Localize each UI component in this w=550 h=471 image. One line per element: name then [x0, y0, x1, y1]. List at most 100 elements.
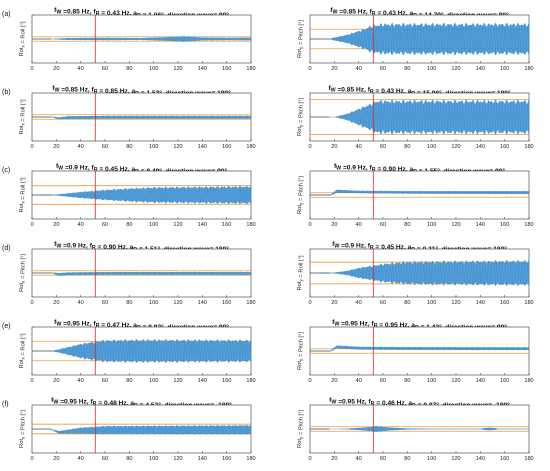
- plot-frame: [309, 326, 530, 376]
- x-tick-label: 60: [102, 456, 108, 462]
- x-tick-label: 180: [246, 144, 255, 150]
- x-tick-label: 140: [476, 66, 485, 72]
- x-tick-label: 20: [53, 66, 59, 72]
- x-tick-label: 140: [476, 144, 485, 150]
- x-tick-label: 140: [198, 144, 207, 150]
- panel-5: fW =0.9 Hz, fR = 0.45 Hz, aR = 8.49°, di…: [2, 163, 256, 228]
- y-axis-label: Rotx = Pitch [°]: [19, 410, 27, 448]
- y-axis-label: Roty = Pitch [°]: [297, 98, 305, 136]
- y-axis-label: Roty = Pitch [°]: [297, 20, 305, 58]
- y-axis-label: Rotx = Roll [°]: [19, 99, 27, 134]
- x-tick-label: 120: [451, 378, 460, 384]
- x-tick-label: 0: [30, 300, 33, 306]
- x-tick-label: 140: [198, 66, 207, 72]
- x-tick-label: 180: [524, 456, 533, 462]
- x-tick-label: 0: [308, 378, 311, 384]
- x-tick-label: 100: [427, 378, 436, 384]
- panel-11: fW =0.95 Hz, fR = 0.48 Hz, aR = 4.52°, d…: [2, 397, 256, 462]
- x-tick-label: 60: [380, 378, 386, 384]
- x-tick-label: 20: [53, 300, 59, 306]
- signal-series: [32, 36, 251, 42]
- panel-label: (d): [2, 245, 11, 252]
- x-tick-label: 80: [126, 144, 132, 150]
- y-axis-label: Roty = Pitch [°]: [297, 332, 305, 370]
- x-tick-label: 140: [476, 222, 485, 228]
- x-tick-label: 40: [356, 378, 362, 384]
- x-tick-label: 60: [380, 144, 386, 150]
- x-tick-label: 40: [356, 66, 362, 72]
- panel-label: (e): [2, 323, 11, 330]
- x-tick-label: 120: [173, 144, 182, 150]
- x-tick-label: 60: [380, 456, 386, 462]
- x-tick-label: 100: [149, 144, 158, 150]
- signal-series: [32, 339, 251, 363]
- x-tick-label: 120: [451, 456, 460, 462]
- x-tick-label: 0: [30, 456, 33, 462]
- x-tick-label: 120: [173, 300, 182, 306]
- x-tick-label: 140: [198, 378, 207, 384]
- x-tick-label: 20: [331, 300, 337, 306]
- x-tick-label: 100: [427, 144, 436, 150]
- x-tick-label: 20: [53, 378, 59, 384]
- panel-3: fW =0.85 Hz, fR = 0.85 Hz, aR = 1.53°, d…: [2, 85, 256, 150]
- y-axis-label: Roty = Pitch [°]: [297, 410, 305, 448]
- x-tick-label: 140: [198, 222, 207, 228]
- x-tick-label: 60: [380, 66, 386, 72]
- panel-label: (c): [2, 167, 10, 174]
- x-tick-label: 160: [222, 144, 231, 150]
- x-tick-label: 160: [500, 456, 509, 462]
- x-tick-label: 120: [173, 456, 182, 462]
- x-tick-label: 140: [198, 300, 207, 306]
- y-axis-label: Rotx = Roll [°]: [19, 333, 27, 368]
- x-tick-label: 60: [102, 378, 108, 384]
- x-tick-label: 40: [78, 66, 84, 72]
- y-axis-label: Roty = Roll [°]: [297, 255, 305, 290]
- x-tick-label: 120: [451, 66, 460, 72]
- x-tick-label: 180: [524, 300, 533, 306]
- x-tick-label: 60: [102, 144, 108, 150]
- x-tick-label: 0: [30, 66, 33, 72]
- signal-series: [310, 345, 529, 353]
- x-tick-label: 0: [308, 300, 311, 306]
- panel-2: fW =0.85 Hz, fR = 0.43 Hz, aR = 14.79°, …: [297, 7, 534, 72]
- panel-10: fW =0.95 Hz, fR = 0.95 Hz, aR = 1.43°, d…: [297, 319, 534, 384]
- x-tick-label: 80: [126, 378, 132, 384]
- x-tick-label: 160: [222, 378, 231, 384]
- panel-12: fW =0.95 Hz, fR = 0.46 Hz, aR = 0.87°, d…: [297, 397, 534, 462]
- x-tick-label: 40: [356, 144, 362, 150]
- x-tick-label: 40: [356, 456, 362, 462]
- x-tick-label: 80: [404, 456, 410, 462]
- plot-frame: [309, 170, 530, 220]
- x-tick-label: 80: [404, 66, 410, 72]
- panel-1: fW =0.85 Hz, fR = 0.43 Hz, aR = 1.06°, d…: [2, 7, 256, 72]
- x-tick-label: 0: [30, 144, 33, 150]
- signal-series: [310, 22, 529, 56]
- signal-series: [32, 185, 251, 205]
- x-tick-label: 0: [308, 66, 311, 72]
- x-tick-label: 40: [78, 222, 84, 228]
- x-tick-label: 180: [524, 66, 533, 72]
- x-tick-label: 100: [149, 222, 158, 228]
- x-tick-label: 100: [427, 222, 436, 228]
- signal-series: [32, 271, 251, 276]
- x-tick-label: 80: [126, 222, 132, 228]
- x-tick-label: 40: [78, 144, 84, 150]
- x-tick-label: 120: [451, 222, 460, 228]
- x-tick-label: 0: [308, 222, 311, 228]
- x-tick-label: 20: [53, 144, 59, 150]
- x-tick-label: 0: [30, 222, 33, 228]
- panel-label: (b): [2, 89, 11, 96]
- x-tick-label: 140: [476, 300, 485, 306]
- y-axis-label: Rotx = Pitch [°]: [19, 254, 27, 292]
- x-tick-label: 20: [53, 456, 59, 462]
- x-tick-label: 0: [308, 144, 311, 150]
- x-tick-label: 160: [500, 66, 509, 72]
- x-tick-label: 140: [476, 378, 485, 384]
- panel-label: (f): [2, 401, 9, 408]
- x-tick-label: 40: [356, 222, 362, 228]
- x-tick-label: 40: [78, 378, 84, 384]
- x-tick-label: 180: [524, 378, 533, 384]
- x-tick-label: 120: [173, 222, 182, 228]
- x-tick-label: 0: [308, 456, 311, 462]
